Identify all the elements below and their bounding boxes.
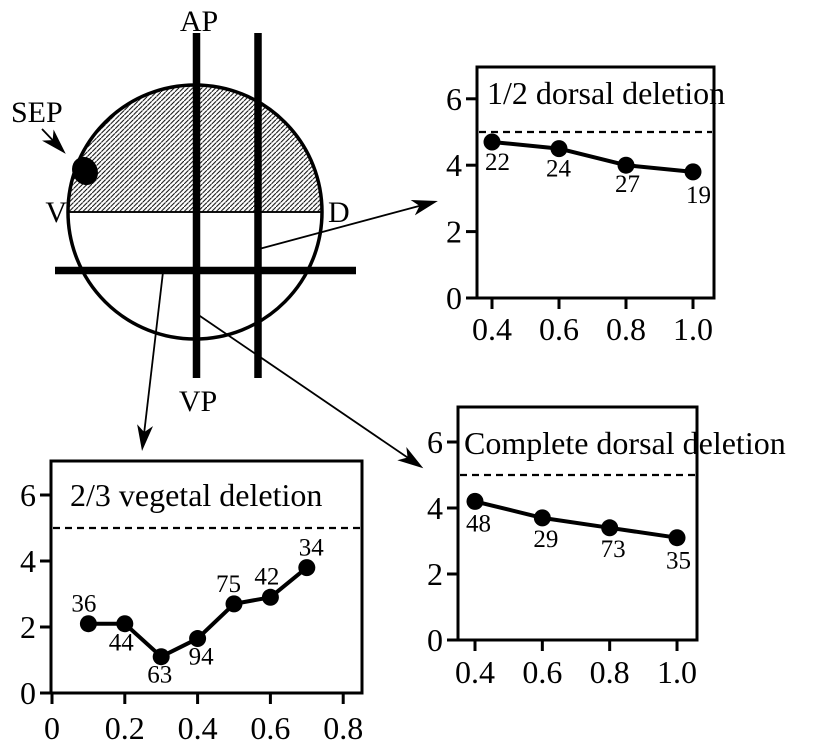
chart-title: 2/3 vegetal deletion xyxy=(70,477,322,513)
data-point xyxy=(668,529,686,547)
data-point xyxy=(533,509,551,527)
x-tick-label: 0.4 xyxy=(455,654,495,690)
plot-box xyxy=(49,459,364,695)
data-point-label: 42 xyxy=(254,563,279,590)
sep-arrow xyxy=(41,128,66,154)
connector-arrows xyxy=(137,199,438,469)
x-tick-label: 0.8 xyxy=(323,710,363,745)
data-point xyxy=(189,630,207,648)
data-point-label: 27 xyxy=(615,171,640,198)
y-tick-label: 2 xyxy=(427,556,443,592)
x-tick-label: 0.4 xyxy=(472,311,512,347)
data-point xyxy=(483,133,501,151)
data-point xyxy=(466,492,484,510)
x-tick-label: 0.4 xyxy=(178,710,218,745)
y-tick-label: 2 xyxy=(20,609,36,645)
data-point-label: 94 xyxy=(189,644,215,671)
data-point-label: 48 xyxy=(466,510,491,537)
x-tick-label: 1.0 xyxy=(657,654,697,690)
y-tick-label: 6 xyxy=(446,81,462,117)
data-point xyxy=(261,588,279,606)
data-point-label: 36 xyxy=(71,591,96,618)
data-point-label: 75 xyxy=(216,571,241,598)
y-tick-label: 6 xyxy=(427,424,443,460)
data-line xyxy=(491,139,694,174)
label-animal-pole: AP xyxy=(180,5,218,38)
x-tick-label: 1.0 xyxy=(673,311,713,347)
y-tick-label: 4 xyxy=(20,543,36,579)
data-point xyxy=(550,140,568,158)
chart-vegetal-deletion: 0 2 4 6 0 0.2 0.4 0.6 0.8 36 44 63 94 75 42 34 2/3 veget… xyxy=(20,459,364,745)
y-tick-label: 0 xyxy=(427,622,443,658)
data-point-label: 35 xyxy=(666,548,691,575)
label-sep: SEP xyxy=(11,96,63,129)
plot-box xyxy=(475,65,716,300)
data-point xyxy=(298,559,316,577)
data-point xyxy=(617,156,635,174)
y-tick-label: 4 xyxy=(427,490,443,526)
chart-title: 1/2 dorsal deletion xyxy=(487,75,725,111)
data-point-label: 73 xyxy=(601,536,626,563)
data-point xyxy=(601,519,619,537)
label-ventral: V xyxy=(45,196,67,229)
x-tick-label: 0.6 xyxy=(539,311,579,347)
y-tick-label: 2 xyxy=(446,214,462,250)
x-tick-label: 0.8 xyxy=(590,654,630,690)
label-vegetal-pole: VP xyxy=(179,385,217,418)
arrow-to-vegetal-chart xyxy=(137,271,164,451)
data-point xyxy=(225,595,243,613)
x-tick-label: 0.6 xyxy=(522,654,562,690)
embryo-diagram: AP VP V D SEP xyxy=(11,5,356,418)
y-tick-label: 0 xyxy=(20,675,36,711)
data-point xyxy=(79,615,97,633)
data-line xyxy=(474,499,678,540)
data-point-label: 19 xyxy=(686,182,711,209)
arrow-to-half-dorsal-chart xyxy=(258,199,438,250)
data-point-label: 34 xyxy=(299,535,325,562)
data-point-label: 24 xyxy=(546,156,572,183)
data-point xyxy=(152,648,170,666)
x-tick-label: 0.8 xyxy=(606,311,646,347)
y-tick-label: 0 xyxy=(446,280,462,316)
y-tick-label: 6 xyxy=(20,477,36,513)
y-tick-label: 4 xyxy=(446,147,462,183)
plot-box xyxy=(456,405,699,642)
sep-spot xyxy=(72,156,98,186)
data-point-label: 44 xyxy=(109,630,135,657)
x-tick-label: 0.6 xyxy=(250,710,290,745)
data-point-label: 22 xyxy=(485,149,510,176)
data-point xyxy=(684,163,702,181)
data-point-label: 29 xyxy=(533,526,558,553)
label-dorsal: D xyxy=(328,196,350,229)
x-tick-label: 0 xyxy=(44,710,60,745)
chart-complete-dorsal-deletion: 0 2 4 6 0.4 0.6 0.8 1.0 48 29 73 35 Complete dorsal … xyxy=(427,405,786,690)
x-tick-label: 0.2 xyxy=(105,710,145,745)
data-point-label: 63 xyxy=(147,662,172,689)
arrow-to-complete-dorsal-chart xyxy=(196,313,424,469)
data-point xyxy=(116,615,134,633)
chart-title: Complete dorsal deletion xyxy=(464,425,786,461)
